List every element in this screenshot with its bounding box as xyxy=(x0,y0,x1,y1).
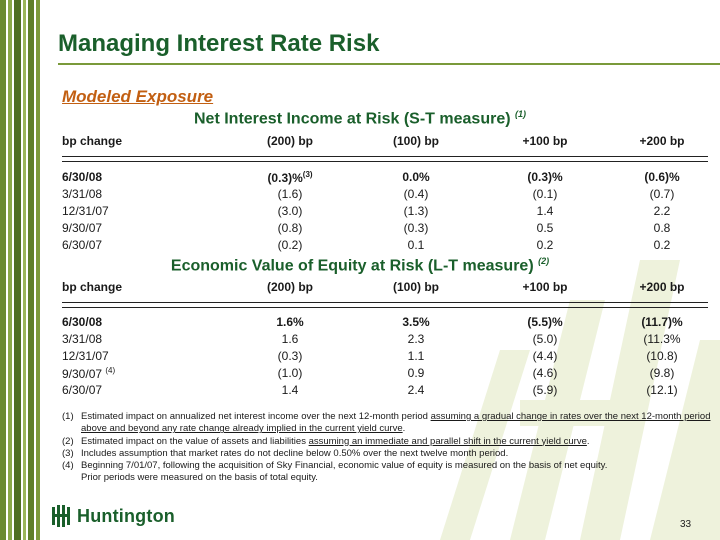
nii-row: 9/30/07 (0.8) (0.3) 0.5 0.8 xyxy=(0,221,720,237)
row-value: (0.1) xyxy=(532,187,558,201)
eve-title-text: Economic Value of Equity at Risk (L-T me… xyxy=(170,257,534,275)
eve-title-note: (2) xyxy=(538,256,550,266)
row-value: 0.1 xyxy=(407,238,425,252)
row-value: (0.7) xyxy=(649,187,675,201)
footnote-3: (3) Includes assumption that market rate… xyxy=(62,447,509,459)
header-plus-200: +200 bp xyxy=(639,134,685,148)
footnote-4: (4) Beginning 7/01/07, following the acq… xyxy=(62,460,608,484)
row-value: (9.8) xyxy=(649,366,675,380)
row-value: 0.9 xyxy=(407,366,425,380)
header-plus-200: +200 bp xyxy=(639,280,685,294)
title-underline xyxy=(58,63,720,65)
section-subtitle: Modeled Exposure xyxy=(62,87,214,106)
eve-header-divider xyxy=(62,302,708,308)
header-bp-change: bp change xyxy=(62,280,123,294)
row-date: 12/31/07 xyxy=(62,349,109,363)
row-date: 3/31/08 xyxy=(62,332,103,346)
row-value: (1.3) xyxy=(403,204,429,218)
row-value: (11.7)% xyxy=(641,315,683,329)
nii-row: 3/31/08 (1.6) (0.4) (0.1) (0.7) xyxy=(0,187,720,203)
page-number: 33 xyxy=(680,519,692,530)
row-date: 6/30/08 xyxy=(62,315,103,329)
row-value: 3.5% xyxy=(402,315,430,329)
row-value: (12.1) xyxy=(646,383,678,397)
row-value: (4.4) xyxy=(532,349,558,363)
row-date: 6/30/08 xyxy=(62,170,103,184)
header-minus-100: (100) bp xyxy=(392,280,439,294)
row-value: 0.2 xyxy=(653,238,671,252)
row-value: (0.6)% xyxy=(644,170,680,184)
row-date: 3/31/08 xyxy=(62,187,103,201)
page-title: Managing Interest Rate Risk xyxy=(58,30,380,57)
nii-title-text: Net Interest Income at Risk (S-T measure… xyxy=(194,110,511,128)
footnote-2: (2) Estimated impact on the value of ass… xyxy=(62,435,590,447)
eve-header-row: bp change (200) bp (100) bp +100 bp +200… xyxy=(0,280,720,296)
row-value: 0.2 xyxy=(536,238,554,252)
nii-header-divider xyxy=(62,156,708,162)
row-value: 1.4 xyxy=(536,204,554,218)
nii-row: 6/30/08 (0.3)%(3) 0.0% (0.3)% (0.6)% xyxy=(0,170,720,186)
row-value: (11.3% xyxy=(643,332,681,346)
row-value: 2.2 xyxy=(653,204,671,218)
left-stripes xyxy=(0,0,46,540)
row-value: 1.1 xyxy=(407,349,425,363)
row-date: 9/30/07 xyxy=(62,221,103,235)
header-plus-100: +100 bp xyxy=(522,134,568,148)
eve-row: 6/30/08 1.6% 3.5% (5.5)% (11.7)% xyxy=(0,315,720,331)
eve-row: 3/31/08 1.6 2.3 (5.0) (11.3% xyxy=(0,332,720,348)
row-value: 0.8 xyxy=(653,221,671,235)
header-minus-200: (200) bp xyxy=(266,134,313,148)
row-value: 1.4 xyxy=(281,383,299,397)
eve-section-title: Economic Value of Equity at Risk (L-T me… xyxy=(0,256,720,275)
row-value: (3.0) xyxy=(277,204,303,218)
header-minus-100: (100) bp xyxy=(392,134,439,148)
nii-section-title: Net Interest Income at Risk (S-T measure… xyxy=(0,109,720,128)
row-value: 0.0% xyxy=(402,170,430,184)
nii-row: 6/30/07 (0.2) 0.1 0.2 0.2 xyxy=(0,238,720,254)
row-date: 9/30/07 (4) xyxy=(62,366,116,381)
row-value: (4.6) xyxy=(532,366,558,380)
row-value: 1.6 xyxy=(281,332,299,346)
row-value: (1.6) xyxy=(277,187,303,201)
row-date: 6/30/07 xyxy=(62,238,103,252)
header-minus-200: (200) bp xyxy=(266,280,313,294)
logo-wordmark: Huntington xyxy=(77,505,175,526)
row-value: (0.3)%(3) xyxy=(267,170,313,185)
row-date: 12/31/07 xyxy=(62,204,109,218)
row-value: (0.2) xyxy=(277,238,303,252)
row-value: 0.5 xyxy=(536,221,554,235)
eve-row: 6/30/07 1.4 2.4 (5.9) (12.1) xyxy=(0,383,720,399)
background-watermark xyxy=(440,260,720,540)
row-value: 2.3 xyxy=(407,332,425,346)
nii-title-note: (1) xyxy=(515,109,526,119)
row-value: (0.3)% xyxy=(527,170,563,184)
row-value: (1.0) xyxy=(277,366,303,380)
header-plus-100: +100 bp xyxy=(522,280,568,294)
row-value: (5.0) xyxy=(532,332,558,346)
row-value: (5.9) xyxy=(532,383,558,397)
row-value: (5.5)% xyxy=(527,315,563,329)
huntington-logo-icon xyxy=(52,505,70,527)
row-value: (0.3) xyxy=(277,349,303,363)
row-value: (10.8) xyxy=(646,349,678,363)
footnote-1: (1) Estimated impact on annualized net i… xyxy=(62,411,711,435)
row-value: (0.3) xyxy=(403,221,429,235)
eve-row: 9/30/07 (4) (1.0) 0.9 (4.6) (9.8) xyxy=(0,366,720,382)
nii-header-row: bp change (200) bp (100) bp +100 bp +200… xyxy=(0,134,720,150)
row-value: (0.8) xyxy=(277,221,303,235)
eve-row: 12/31/07 (0.3) 1.1 (4.4) (10.8) xyxy=(0,349,720,365)
row-value: 1.6% xyxy=(276,315,304,329)
row-value: 2.4 xyxy=(407,383,425,397)
footnotes: (1) Estimated impact on annualized net i… xyxy=(62,411,712,485)
nii-row: 12/31/07 (3.0) (1.3) 1.4 2.2 xyxy=(0,204,720,220)
header-bp-change: bp change xyxy=(62,134,123,148)
row-date: 6/30/07 xyxy=(62,383,103,397)
huntington-logo: Huntington xyxy=(52,505,175,527)
row-value: (0.4) xyxy=(403,187,429,201)
